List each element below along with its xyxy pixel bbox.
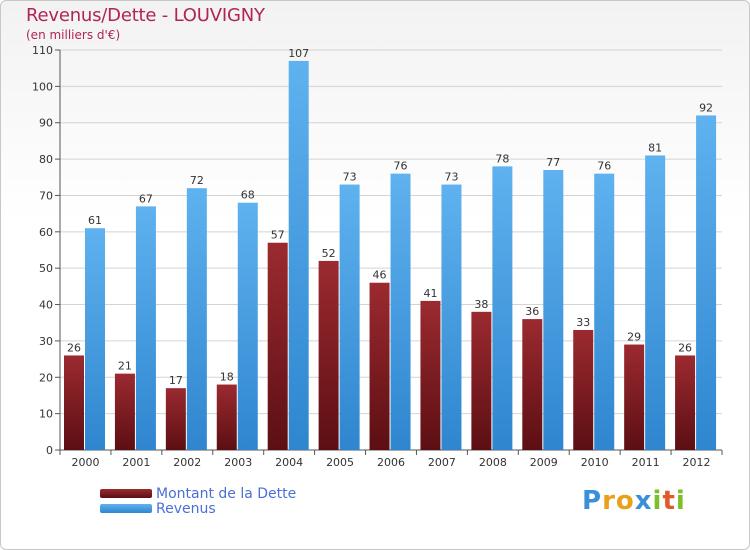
chart-title: Revenus/Dette - LOUVIGNY xyxy=(26,5,265,26)
legend-label-revenus: Revenus xyxy=(156,501,216,517)
bar-debt xyxy=(471,311,492,450)
logo-letter: o xyxy=(615,486,635,516)
y-tick-label: 0 xyxy=(46,444,53,457)
y-tick-label: 20 xyxy=(39,371,53,384)
data-label-revenus: 61 xyxy=(88,214,102,227)
x-tick-label: 2007 xyxy=(428,456,456,469)
y-tick-label: 50 xyxy=(39,262,53,275)
x-tick-label: 2008 xyxy=(479,456,507,469)
bar-revenus xyxy=(186,188,207,450)
logo-letter: r xyxy=(602,486,616,516)
bar-revenus xyxy=(288,60,309,451)
bar-revenus xyxy=(543,170,564,450)
data-label-debt: 26 xyxy=(67,341,81,354)
data-label-debt: 33 xyxy=(576,316,590,329)
bar-revenus xyxy=(696,115,717,451)
data-label-revenus: 81 xyxy=(648,141,662,154)
data-label-revenus: 92 xyxy=(699,101,713,114)
data-label-debt: 21 xyxy=(118,360,132,373)
y-tick-label: 60 xyxy=(39,226,53,239)
data-label-revenus: 78 xyxy=(495,152,509,165)
data-label-debt: 18 xyxy=(220,371,234,384)
bar-debt xyxy=(114,373,135,450)
chart-subtitle: (en milliers d'€) xyxy=(26,28,121,42)
data-label-debt: 36 xyxy=(525,305,539,318)
y-tick-label: 110 xyxy=(32,44,53,57)
data-label-debt: 29 xyxy=(627,331,641,344)
bar-debt xyxy=(573,330,594,450)
data-label-revenus: 73 xyxy=(444,171,458,184)
bar-revenus xyxy=(492,166,513,450)
data-label-debt: 46 xyxy=(373,269,387,282)
legend-swatch-revenus xyxy=(100,504,152,513)
y-tick-label: 100 xyxy=(32,80,53,93)
y-tick-label: 40 xyxy=(39,299,53,312)
logo-letter: i xyxy=(652,486,663,516)
legend-swatch-debt xyxy=(100,489,152,498)
data-label-debt: 52 xyxy=(322,247,336,260)
data-label-revenus: 67 xyxy=(139,192,153,205)
x-tick-label: 2000 xyxy=(71,456,99,469)
bar-debt xyxy=(624,344,645,450)
bar-debt xyxy=(216,384,237,450)
bar-revenus xyxy=(594,173,615,451)
bar-debt xyxy=(318,260,339,450)
x-tick-label: 2010 xyxy=(581,456,609,469)
bar-revenus xyxy=(390,173,411,451)
bar-revenus xyxy=(85,228,105,450)
x-tick-label: 2009 xyxy=(530,456,558,469)
bar-debt xyxy=(522,319,543,450)
data-label-debt: 38 xyxy=(474,298,488,311)
x-tick-label: 2004 xyxy=(275,456,303,469)
data-label-revenus: 68 xyxy=(241,189,255,202)
x-tick-label: 2002 xyxy=(173,456,201,469)
bar-debt xyxy=(369,282,390,450)
logo-letter: P xyxy=(582,486,603,516)
y-tick-label: 70 xyxy=(39,189,53,202)
data-label-revenus: 77 xyxy=(546,156,560,169)
bar-debt xyxy=(420,300,441,450)
bar-debt xyxy=(267,242,288,450)
x-tick-label: 2006 xyxy=(377,456,405,469)
data-label-debt: 17 xyxy=(169,374,183,387)
data-labels: 26 61 21 67 17 72 18 68 57 107 52 73 46 76 41 73 38 78 36 7… xyxy=(67,47,713,387)
x-tick-label: 2003 xyxy=(224,456,252,469)
data-label-revenus: 72 xyxy=(190,174,204,187)
bars xyxy=(64,60,717,451)
data-label-revenus: 76 xyxy=(597,160,611,173)
proxiti-logo: Proxiti xyxy=(582,486,686,516)
bar-revenus xyxy=(441,184,462,450)
x-tick-label: 2012 xyxy=(683,456,711,469)
y-tick-label: 30 xyxy=(39,335,53,348)
y-tick-label: 10 xyxy=(39,408,53,421)
bar-revenus xyxy=(645,155,666,451)
y-tick-label: 80 xyxy=(39,153,53,166)
logo-letter: t xyxy=(662,486,676,516)
x-tick-label: 2005 xyxy=(326,456,354,469)
logo-letter: i xyxy=(675,486,686,516)
y-tick-label: 90 xyxy=(39,117,53,130)
bar-revenus xyxy=(237,202,258,450)
data-label-revenus: 76 xyxy=(394,160,408,173)
legend-label-debt: Montant de la Dette xyxy=(156,486,297,502)
data-label-revenus: 73 xyxy=(343,171,357,184)
data-label-debt: 57 xyxy=(271,229,285,242)
data-label-debt: 26 xyxy=(678,341,692,354)
logo-letter: x xyxy=(634,486,653,516)
x-tick-label: 2011 xyxy=(632,456,660,469)
bar-debt xyxy=(675,355,696,450)
x-tick-label: 2001 xyxy=(122,456,150,469)
bar-revenus xyxy=(339,184,360,450)
data-label-revenus: 107 xyxy=(288,47,309,60)
bar-revenus xyxy=(135,206,156,450)
bar-debt xyxy=(165,388,186,450)
data-label-debt: 41 xyxy=(423,287,437,300)
bar-debt xyxy=(64,355,84,450)
